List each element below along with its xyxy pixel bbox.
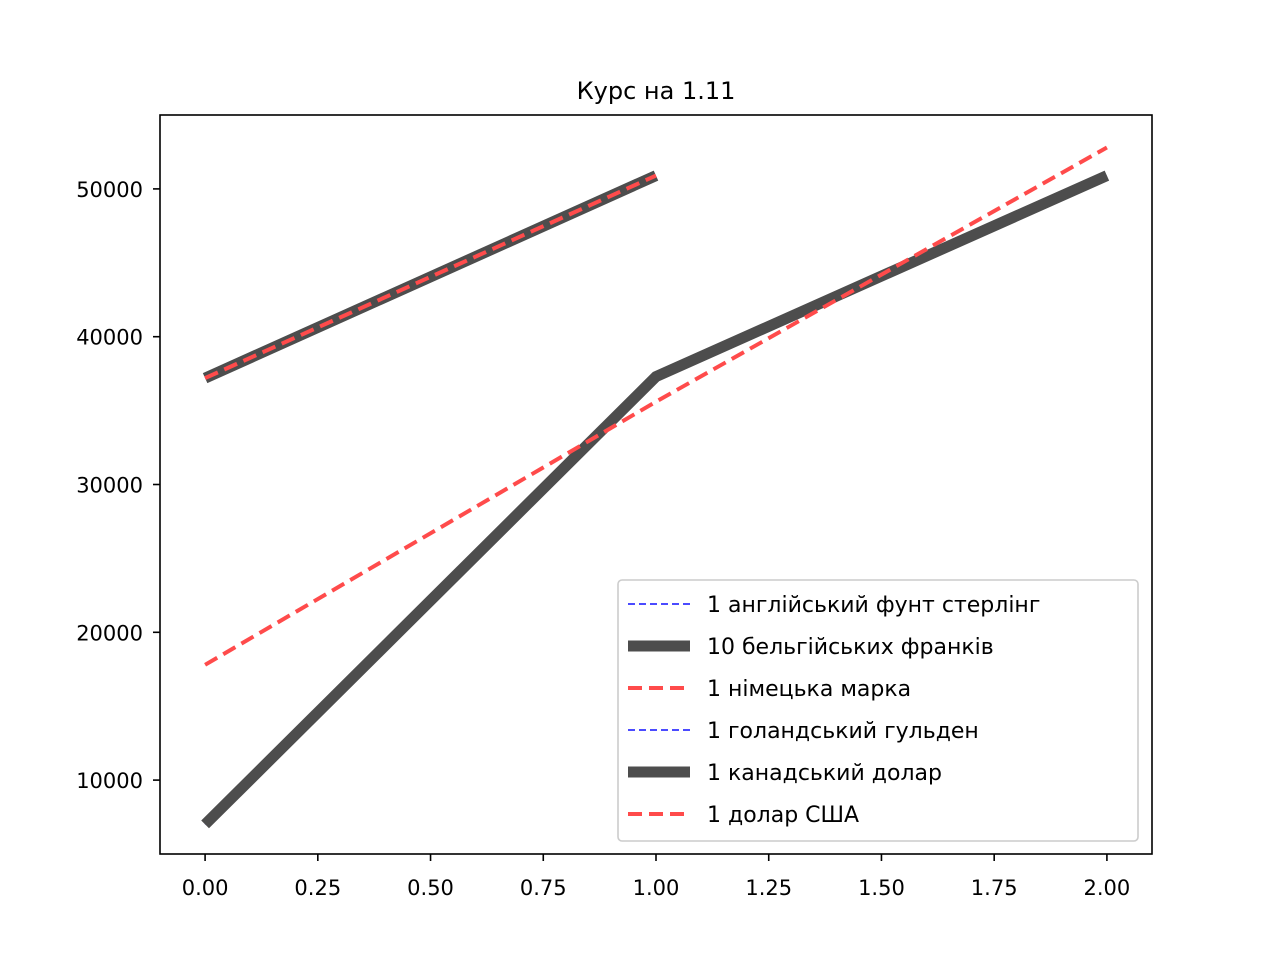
legend-label-5: 1 долар США <box>707 803 859 828</box>
y-tick-label: 50000 <box>76 178 143 202</box>
legend-label-1: 10 бельгійських франків <box>707 635 994 660</box>
legend: 1 англійський фунт стерлінг 10 бельгійськ… <box>617 579 1139 842</box>
series-line-2 <box>204 173 657 380</box>
series-line-4 <box>201 170 1110 829</box>
x-tick-label: 0.00 <box>182 876 229 900</box>
legend-label-3: 1 голандський гульден <box>707 719 979 744</box>
legend-label-2: 1 німецька марка <box>707 677 911 702</box>
y-tick-label: 40000 <box>76 326 143 350</box>
legend-label-0: 1 англійський фунт стерлінг <box>707 593 1040 618</box>
x-tick-label: 1.25 <box>745 876 792 900</box>
legend-box <box>617 579 1139 842</box>
y-tick-label: 30000 <box>76 474 143 498</box>
legend-label-4: 1 канадський долар <box>707 761 942 786</box>
x-tick-label: 0.25 <box>294 876 341 900</box>
x-tick-label: 2.00 <box>1084 876 1131 900</box>
x-tick-label: 1.50 <box>858 876 905 900</box>
x-tick-label: 1.75 <box>971 876 1018 900</box>
plot-area: 0.00 0.25 0.50 0.75 1.00 1.25 1.50 1.75 2.00 1000… <box>76 114 1153 900</box>
x-tick-label: 0.75 <box>520 876 567 900</box>
y-tick-label: 20000 <box>76 621 143 645</box>
y-tick-label: 10000 <box>76 769 143 793</box>
chart-title: Курс на 1.11 <box>577 77 736 105</box>
x-tick-label: 1.00 <box>633 876 680 900</box>
series-line-5 <box>204 145 1108 667</box>
x-tick-label: 0.50 <box>407 876 454 900</box>
